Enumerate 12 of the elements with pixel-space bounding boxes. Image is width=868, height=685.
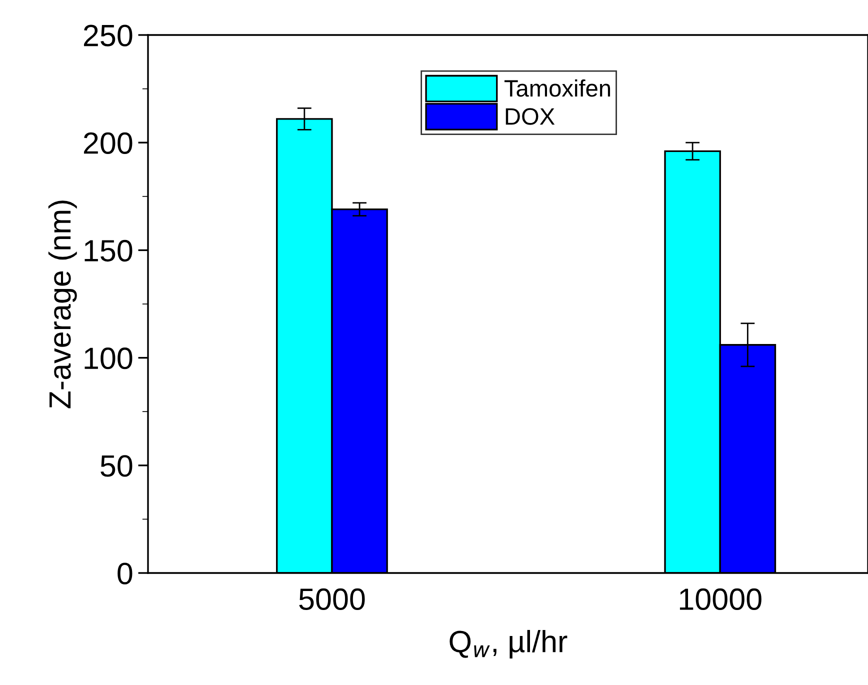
y-tick-label: 0: [118, 562, 132, 584]
y-tick-label: 200: [84, 132, 132, 154]
legend-label: Tamoxifen: [504, 79, 610, 97]
y-tick-label: 50: [100, 455, 132, 477]
legend-label: DOX: [506, 108, 555, 125]
x-tick-label: 5000: [299, 588, 365, 610]
y-axis-title: Z-average (nm): [48, 200, 77, 408]
y-tick-label: 250: [84, 24, 132, 46]
y-tick-label: 100: [84, 348, 132, 370]
x-axis-title: Q$_{w}$, µl/hr: [450, 630, 568, 658]
y-tick-label: 150: [84, 240, 132, 262]
x-tick-label: 10000: [680, 588, 762, 610]
